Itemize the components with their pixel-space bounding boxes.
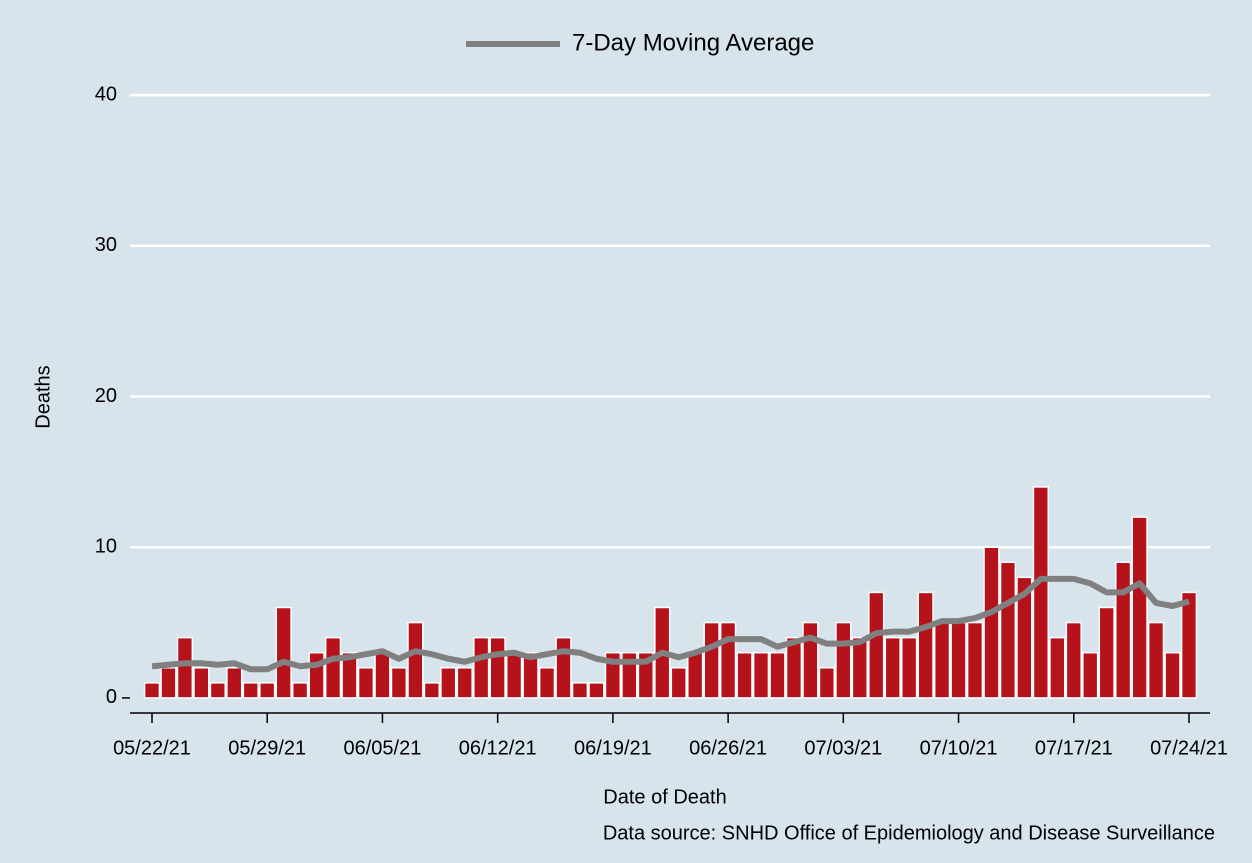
bar [1098, 606, 1115, 699]
bar [719, 621, 737, 699]
bar [670, 667, 687, 699]
x-tick-label: 07/17/21 [1035, 737, 1113, 759]
bar [440, 667, 457, 699]
x-tick-label: 05/29/21 [228, 737, 306, 759]
bar [1032, 486, 1050, 699]
bar [983, 546, 1000, 699]
bar [1115, 561, 1132, 699]
bar [423, 682, 440, 699]
bar [868, 591, 885, 699]
bar [357, 667, 375, 699]
y-tick-label: 10 [95, 535, 117, 557]
bar [242, 682, 259, 699]
bar [226, 667, 243, 699]
bar [275, 606, 292, 699]
bar [143, 682, 161, 699]
bar [736, 651, 753, 699]
x-axis-title: Date of Death [603, 786, 726, 808]
bar [505, 651, 523, 699]
bar [193, 667, 210, 699]
x-tick-label: 06/05/21 [344, 737, 422, 759]
bar [259, 682, 276, 699]
bar [703, 621, 720, 699]
bar [901, 636, 918, 699]
bar [884, 636, 901, 699]
y-axis-title: Deaths [32, 365, 54, 428]
bar [473, 636, 490, 699]
moving-average-line [151, 575, 1190, 673]
bar [851, 636, 868, 699]
bar [374, 651, 391, 699]
x-tick-label: 05/22/21 [113, 737, 191, 759]
y-tick-label: 40 [95, 83, 117, 105]
bar [1164, 651, 1181, 699]
bar [1180, 591, 1198, 699]
bar [456, 667, 473, 699]
bar [917, 591, 934, 699]
bar [1065, 621, 1082, 699]
bar [687, 651, 704, 699]
bar [538, 667, 556, 699]
legend-label: 7-Day Moving Average [572, 29, 814, 56]
bar [769, 651, 786, 699]
x-tick-label: 07/24/21 [1150, 737, 1228, 759]
bar [950, 621, 967, 699]
bar [522, 651, 539, 699]
bar [489, 636, 506, 699]
bar [785, 636, 803, 699]
y-tick-label: 30 [95, 234, 117, 256]
bar [291, 682, 309, 699]
bar [1016, 576, 1033, 699]
x-tick-label: 07/03/21 [804, 737, 882, 759]
bar [160, 667, 177, 699]
bar [341, 651, 358, 699]
y-tick-label: 20 [95, 385, 117, 407]
bar [390, 667, 408, 699]
bar [324, 636, 342, 699]
bar [407, 621, 424, 699]
bar [1147, 621, 1165, 699]
x-tick-label: 06/26/21 [689, 737, 767, 759]
bar [1082, 651, 1099, 699]
bar [176, 636, 194, 699]
bar [933, 621, 951, 699]
bar [999, 561, 1017, 699]
source-note: Data source: SNHD Office of Epidemiology… [603, 822, 1215, 844]
bar [555, 636, 572, 699]
bar [835, 621, 852, 699]
y-tick-label: 0 [106, 686, 117, 708]
bar [588, 682, 605, 699]
bar [802, 621, 819, 699]
bar [571, 682, 589, 699]
bar [1049, 636, 1066, 699]
bar [308, 651, 325, 699]
bar [209, 682, 226, 699]
bar [966, 621, 984, 699]
bar [818, 667, 836, 699]
x-tick-label: 06/12/21 [459, 737, 537, 759]
x-tick-label: 07/10/21 [920, 737, 998, 759]
bar [1131, 516, 1148, 699]
bar [752, 651, 770, 699]
x-tick-label: 06/19/21 [574, 737, 652, 759]
